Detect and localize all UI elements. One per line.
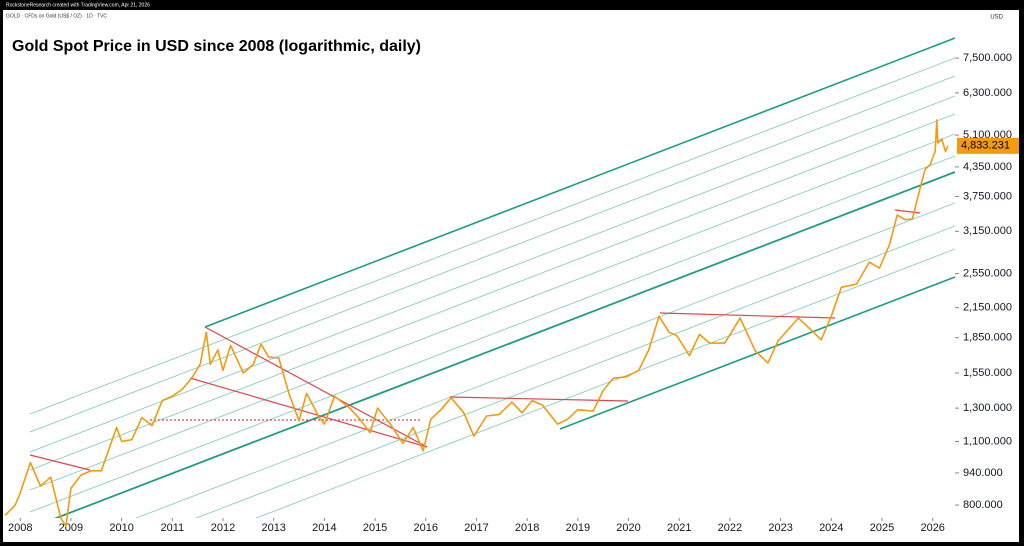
header: RockstoneResearch created with TradingVi… [6, 2, 150, 8]
y-tick-label: 1,300.000 [963, 402, 1012, 414]
channel-line [29, 133, 955, 491]
channel-line [255, 248, 955, 518]
last-price-label: 4,833.231 [961, 140, 1010, 152]
x-tick-label: 2017 [464, 522, 488, 534]
channel-line [53, 171, 955, 518]
y-tick-label: 800.000 [963, 499, 1003, 511]
x-tick-label: 2024 [819, 522, 843, 534]
x-tick-label: 2025 [870, 522, 894, 534]
price-line [4, 119, 949, 527]
channel-line [135, 202, 955, 518]
chart-title: Gold Spot Price in USD since 2008 (logar… [12, 38, 421, 55]
channel-line [29, 95, 955, 453]
trend-line [29, 454, 91, 471]
x-tick-label: 2016 [414, 522, 438, 534]
y-tick-label: 1,550.000 [963, 367, 1012, 379]
y-tick-label: 3,750.000 [963, 190, 1012, 202]
y-tick-label: 1,850.000 [963, 332, 1012, 344]
x-tick-label: 2026 [920, 522, 944, 534]
trend-line [189, 377, 428, 448]
symbol-info: GOLD · CFDs on Gold (US$ / OZ) · 1D · TV… [6, 13, 107, 19]
x-tick-label: 2012 [211, 522, 235, 534]
channel [29, 37, 955, 518]
y-tick-label: 1,100.000 [963, 435, 1012, 447]
channel-line [29, 57, 955, 415]
x-tick-label: 2014 [312, 522, 336, 534]
x-tick-label: 2010 [109, 522, 133, 534]
x-tick-label: 2019 [566, 522, 590, 534]
trend-line [894, 209, 921, 214]
x-tick-label: 2013 [261, 522, 285, 534]
x-tick-label: 2022 [718, 522, 742, 534]
x-tick-label: 2020 [616, 522, 640, 534]
x-tick-label: 2015 [363, 522, 387, 534]
channel-line [29, 75, 955, 433]
chart-area [3, 10, 1019, 542]
y-tick-label: 2,550.000 [963, 267, 1012, 279]
x-tick-label: 2009 [59, 522, 83, 534]
channel-line [29, 155, 955, 513]
trend-line [204, 326, 428, 448]
y-tick-label: 3,150.000 [963, 225, 1012, 237]
x-tick-label: 2011 [160, 522, 184, 534]
channel-line [29, 113, 955, 471]
y-tick-label: 940.000 [963, 467, 1003, 479]
y-tick-label: 7,500.000 [963, 52, 1012, 64]
last-price-box [957, 137, 1019, 154]
channel-line [204, 37, 955, 328]
trend-line [659, 312, 836, 319]
y-tick-label: 2,150.000 [963, 302, 1012, 314]
x-tick-label: 2008 [8, 522, 32, 534]
x-tick-label: 2021 [667, 522, 691, 534]
channel-line [195, 225, 955, 518]
y-tick-label: 6,300.000 [963, 87, 1012, 99]
currency: USD [990, 15, 1003, 21]
x-tick-label: 2018 [515, 522, 539, 534]
y-tick-label: 4,350.000 [963, 161, 1012, 173]
x-tick-label: 2023 [768, 522, 792, 534]
